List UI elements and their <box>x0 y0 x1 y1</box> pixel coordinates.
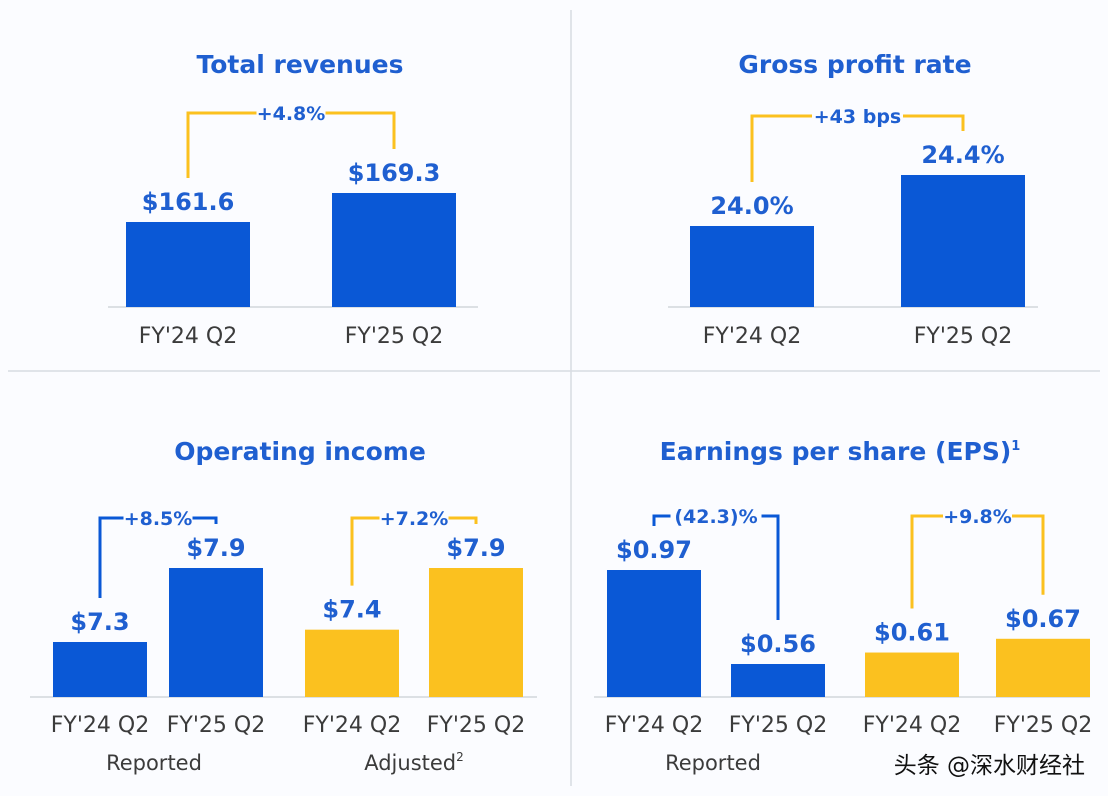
data-label: $7.4 <box>322 596 381 624</box>
change-label: (42.3)% <box>674 506 757 528</box>
chart-title: Operating income <box>174 437 426 466</box>
category-label: FY'25 Q2 <box>427 713 525 738</box>
category-label: FY'24 Q2 <box>51 713 149 738</box>
data-label: $7.9 <box>186 534 245 562</box>
title-superscript: 1 <box>1011 439 1020 454</box>
bar <box>126 222 250 307</box>
chart-3: Operating income $7.3 FY'24 Q2 $7.9 FY'25 Q2… <box>30 437 537 775</box>
change-label: +9.8% <box>943 506 1012 528</box>
bar <box>429 568 523 697</box>
bar <box>607 570 701 697</box>
group-label: Reported <box>106 751 202 775</box>
comparison-bracket <box>750 114 965 182</box>
category-label: FY'24 Q2 <box>703 324 801 349</box>
group-superscript: 2 <box>456 750 464 764</box>
bar <box>690 226 814 307</box>
change-label: +43 bps <box>814 106 902 128</box>
bar <box>996 638 1090 697</box>
data-label: $7.9 <box>446 534 505 562</box>
category-label: FY'25 Q2 <box>994 713 1092 738</box>
category-label: FY'25 Q2 <box>345 324 443 349</box>
group-label: Adjusted2 <box>364 750 464 775</box>
category-label: FY'24 Q2 <box>303 713 401 738</box>
bar <box>865 652 959 697</box>
change-label: +7.2% <box>380 508 449 530</box>
data-label: 24.0% <box>710 192 793 220</box>
data-label: $0.67 <box>1005 605 1081 633</box>
chart-2: Gross profit rate 24.0% FY'24 Q2 24.4% FY'25… <box>668 50 1038 349</box>
change-label: +4.8% <box>257 103 326 125</box>
bar <box>305 629 399 697</box>
data-label: $0.61 <box>874 619 950 647</box>
category-label: FY'25 Q2 <box>914 324 1012 349</box>
group-label: Reported <box>665 751 761 775</box>
bar <box>169 568 263 697</box>
category-label: FY'24 Q2 <box>139 324 237 349</box>
category-label: FY'25 Q2 <box>167 713 265 738</box>
change-label: +8.5% <box>124 508 193 530</box>
data-label: $169.3 <box>348 159 441 187</box>
data-label: $0.97 <box>616 536 692 564</box>
chart-title: Earnings per share (EPS)1 <box>660 437 1021 466</box>
data-label: $7.3 <box>70 608 129 636</box>
chart-title: Total revenues <box>197 50 404 79</box>
bar <box>53 642 147 697</box>
data-label: $0.56 <box>740 630 816 658</box>
chart-1: Total revenues $161.6 FY'24 Q2 $169.3 FY'25 … <box>108 50 478 349</box>
category-label: FY'24 Q2 <box>863 713 961 738</box>
chart-title: Gross profit rate <box>738 50 971 79</box>
chart-4: Earnings per share (EPS)1 $0.97 FY'24 Q2 $0… <box>594 437 1092 775</box>
comparison-bracket <box>910 514 1045 609</box>
comparison-bracket <box>350 516 478 586</box>
comparison-bracket <box>186 111 396 178</box>
bar <box>901 175 1025 307</box>
comparison-bracket <box>98 516 218 598</box>
data-label: 24.4% <box>921 141 1004 169</box>
bar <box>332 193 456 307</box>
bar <box>731 664 825 697</box>
data-label: $161.6 <box>142 188 235 216</box>
comparison-bracket <box>652 514 780 620</box>
category-label: FY'24 Q2 <box>605 713 703 738</box>
category-label: FY'25 Q2 <box>729 713 827 738</box>
